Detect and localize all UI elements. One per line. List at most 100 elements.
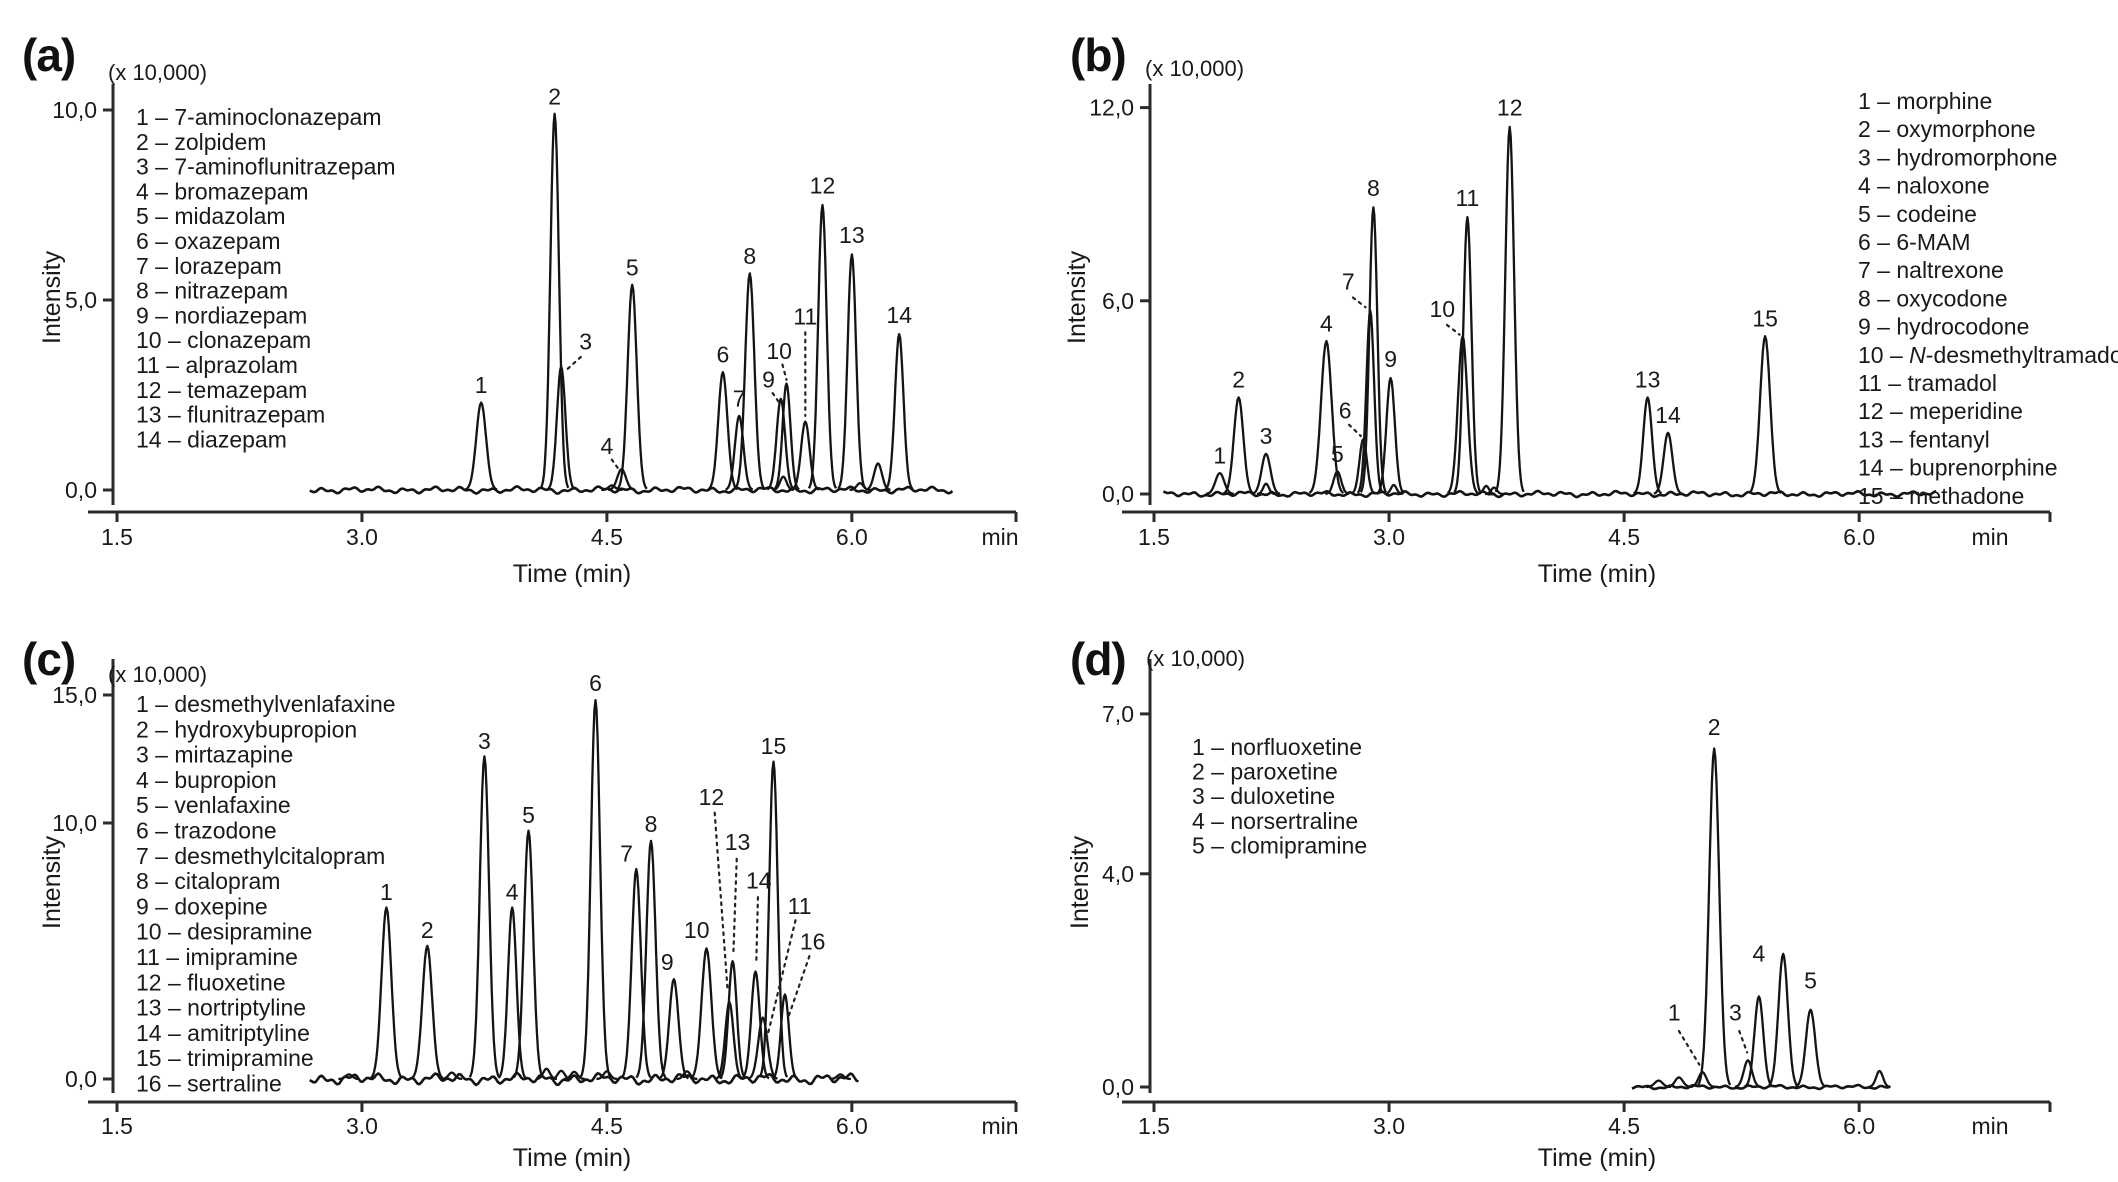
- panel-b-x-axis-title: Time (min): [1537, 560, 1657, 588]
- minor-peak-trace-a: [600, 484, 623, 492]
- x-tick-label: 4.5: [591, 1113, 623, 1139]
- peak-label-d-5: 5: [1804, 967, 1817, 993]
- minor-peak-trace-a: [772, 475, 795, 492]
- peak-trace-b-13: [1633, 396, 1663, 495]
- peak-trace-b-4: [1308, 339, 1345, 494]
- peak-label-a-6: 6: [716, 342, 729, 368]
- peak-label-a-10: 10: [766, 338, 792, 364]
- legend-item-a-6: 6 – oxazepam: [136, 228, 280, 254]
- peak-label-b-9: 9: [1384, 346, 1397, 372]
- y-tick-label: 0,0: [65, 477, 97, 503]
- peak-trace-a-9: [766, 397, 795, 491]
- panel-d-x-axis-title: Time (min): [1537, 1144, 1657, 1172]
- peak-label-c-4: 4: [506, 879, 519, 905]
- peak-label-b-5: 5: [1331, 441, 1344, 467]
- peak-label-a-11: 11: [793, 304, 817, 330]
- peak-leader-line: [713, 811, 729, 994]
- y-tick-label: 6,0: [1102, 288, 1134, 314]
- peak-leader-line: [564, 355, 582, 372]
- x-tick-label: 3.0: [1373, 524, 1405, 550]
- peak-label-c-16: 16: [800, 929, 826, 955]
- legend-item-b-8: 8 – oxycodone: [1858, 285, 2008, 311]
- legend-item-a-8: 8 – nitrazepam: [136, 278, 288, 304]
- legend-item-a-7: 7 – lorazepam: [136, 253, 282, 279]
- y-tick-label: 0,0: [1102, 481, 1134, 507]
- peak-label-b-6: 6: [1339, 397, 1352, 423]
- legend-item-c-2: 2 – hydroxybupropion: [136, 716, 357, 742]
- x-unit-label: min: [981, 524, 1018, 550]
- peak-label-a-1: 1: [475, 372, 488, 398]
- peak-trace-c-3: [468, 755, 501, 1078]
- legend-item-b-11: 11 – tramadol: [1858, 370, 1997, 396]
- peak-trace-b-3: [1251, 452, 1281, 495]
- peak-label-a-8: 8: [743, 243, 756, 269]
- panel-b-tag: (b): [1070, 29, 1127, 81]
- minor-peak-trace-d: [1868, 1069, 1891, 1089]
- peak-label-c-11: 11: [788, 893, 812, 919]
- peak-trace-a-6: [707, 371, 739, 491]
- peak-trace-a-12: [807, 203, 838, 489]
- panel-a-scale-note: (x 10,000): [108, 60, 208, 85]
- peak-trace-c-15: [758, 760, 789, 1078]
- legend-item-d-5: 5 – clomipramine: [1192, 832, 1367, 858]
- panel-c-tag: (c): [22, 633, 76, 685]
- y-tick-label: 5,0: [65, 287, 97, 313]
- minor-peak-trace-c: [563, 1070, 586, 1081]
- peak-label-b-11: 11: [1455, 185, 1479, 211]
- x-tick-label: 1.5: [101, 524, 133, 550]
- peak-label-b-14: 14: [1655, 402, 1681, 428]
- peak-trace-b-2: [1223, 396, 1255, 495]
- legend-item-c-14: 14 – amitriptyline: [136, 1020, 310, 1046]
- legend-item-a-3: 3 – 7-aminoflunitrazepam: [136, 154, 396, 180]
- y-tick-label: 0,0: [65, 1066, 97, 1092]
- peak-label-b-3: 3: [1260, 423, 1273, 449]
- x-tick-label: 4.5: [1608, 524, 1640, 550]
- panel-a-tag: (a): [22, 29, 76, 81]
- peak-trace-c-14: [741, 970, 770, 1080]
- peak-label-c-7: 7: [620, 840, 633, 866]
- legend-item-b-7: 7 – naltrexone: [1858, 257, 2004, 283]
- legend-item-b-12: 12 – meperidine: [1858, 398, 2023, 424]
- peak-label-d-3: 3: [1729, 999, 1742, 1025]
- x-tick-label: 1.5: [1138, 524, 1170, 550]
- legend-item-a-12: 12 – temazepam: [136, 377, 307, 403]
- peak-label-c-1: 1: [380, 879, 393, 905]
- y-tick-label: 0,0: [1102, 1074, 1134, 1100]
- peak-label-c-13: 13: [725, 829, 751, 855]
- peak-leader-line: [771, 392, 781, 404]
- peak-label-b-4: 4: [1320, 310, 1333, 336]
- legend-item-d-1: 1 – norfluoxetine: [1192, 734, 1362, 760]
- peak-leader-line: [610, 458, 622, 473]
- legend-item-a-5: 5 – midazolam: [136, 203, 286, 229]
- legend-item-c-11: 11 – imipramine: [136, 944, 298, 970]
- peak-leader-line: [732, 857, 738, 953]
- minor-peak-trace-b: [1384, 483, 1404, 496]
- panel-d-y-axis-title: Intensity: [1066, 835, 1094, 929]
- legend-item-b-15: 15 – methadone: [1858, 483, 2024, 509]
- peak-trace-c-5: [512, 829, 545, 1079]
- peak-label-a-2: 2: [548, 83, 561, 109]
- peak-trace-c-8: [635, 839, 667, 1079]
- peak-label-a-3: 3: [579, 328, 592, 354]
- peak-label-b-10: 10: [1430, 296, 1456, 322]
- peak-label-c-8: 8: [645, 811, 658, 837]
- peak-label-c-12: 12: [699, 784, 725, 810]
- panel-b-y-axis-title: Intensity: [1063, 250, 1091, 344]
- legend-item-b-6: 6 – 6-MAM: [1858, 229, 1970, 255]
- legend-item-c-4: 4 – bupropion: [136, 767, 277, 793]
- peak-label-c-10: 10: [684, 917, 710, 943]
- panel-d-plot: 7,0 4,0 0,01.5 3.0 4.5 6.0 min 1 2 3 4 5 1 – norfluo…: [1102, 659, 2052, 1139]
- x-tick-label: 3.0: [1373, 1113, 1405, 1139]
- peak-label-a-7: 7: [733, 385, 746, 411]
- y-tick-label: 7,0: [1102, 701, 1134, 727]
- peak-trace-d-3: [1734, 1059, 1762, 1088]
- panel-a-y-axis-title: Intensity: [38, 250, 66, 344]
- minor-peak-trace-a: [849, 482, 871, 492]
- x-tick-label: 6.0: [836, 524, 868, 550]
- panel-c-x-axis-title: Time (min): [512, 1144, 632, 1172]
- peak-trace-a-5: [616, 283, 648, 490]
- legend-item-c-7: 7 – desmethylcitalopram: [136, 843, 385, 869]
- x-tick-label: 1.5: [1138, 1113, 1170, 1139]
- peak-label-c-15: 15: [761, 733, 787, 759]
- peak-label-c-9: 9: [661, 949, 674, 975]
